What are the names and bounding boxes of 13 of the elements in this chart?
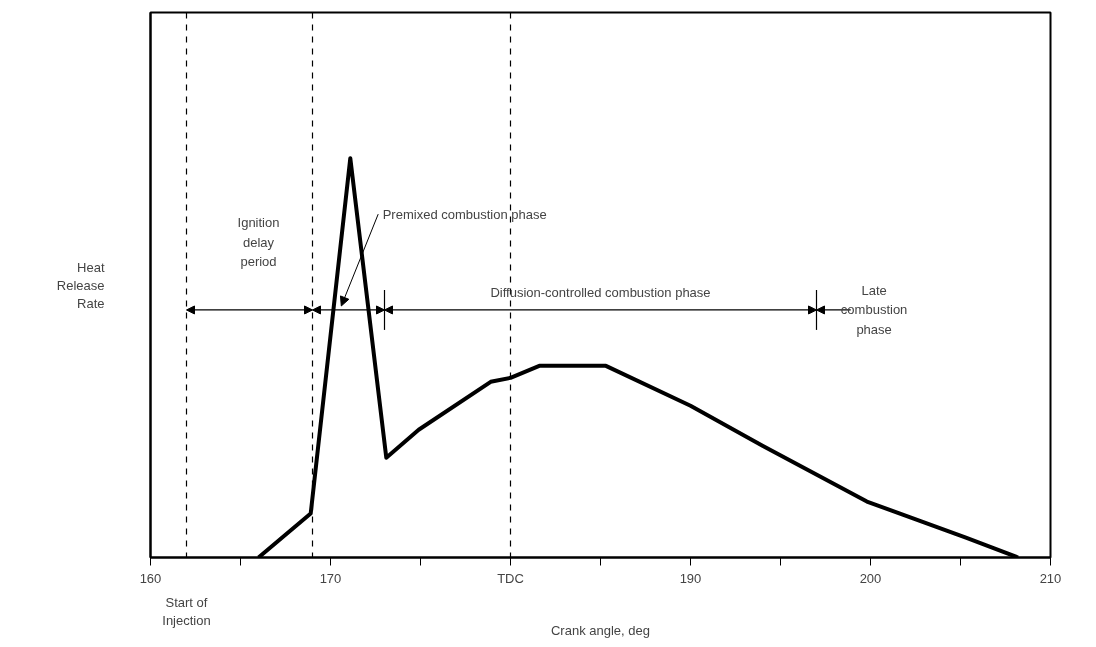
text: Start of Injection (162, 594, 211, 628)
x-tick-label: 210 (1039, 570, 1062, 586)
x-axis-title: Crank angle, deg (550, 622, 651, 638)
annotation: Diffusion-controlled combustion phase (490, 284, 711, 300)
annotation: Late combustion phase (840, 282, 908, 337)
x-tick-label: 160 (139, 570, 162, 586)
x-tick-label: 170 (319, 570, 342, 586)
x-tick-label: 200 (859, 570, 882, 586)
annotation: Ignition delay period (237, 215, 280, 270)
x-tick-label: TDC (497, 570, 524, 586)
x-tick-label: 190 (679, 570, 702, 586)
annotation: Premixed combustion phase (382, 206, 547, 222)
y-axis-title: Heat Release Rate (56, 259, 105, 311)
